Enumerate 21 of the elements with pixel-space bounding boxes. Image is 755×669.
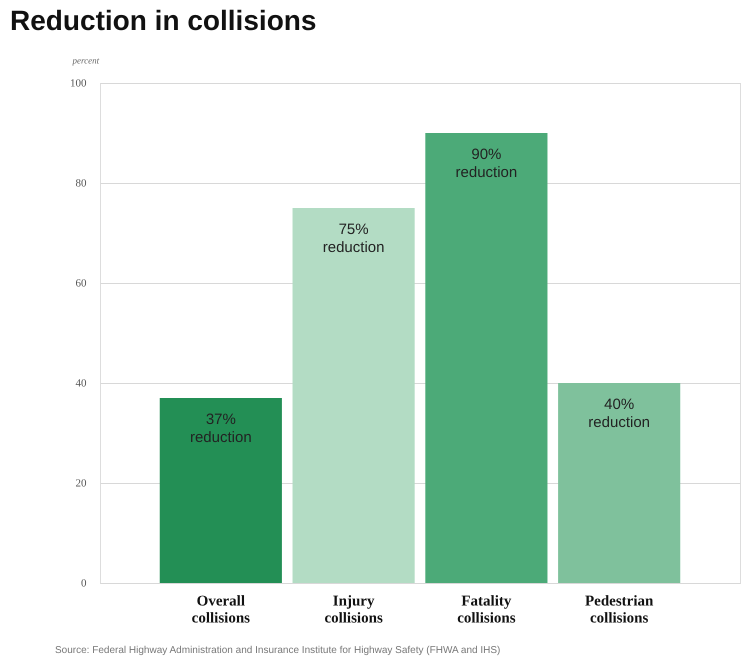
- data-label: 75% reduction: [322, 221, 384, 256]
- x-tick-label: Fatality collisions: [457, 594, 516, 626]
- bar: [425, 133, 548, 583]
- data-label: 37% reduction: [190, 411, 252, 446]
- y-tick-label: 20: [76, 478, 87, 490]
- bar: [292, 208, 415, 583]
- x-tick-label: Injury collisions: [324, 594, 383, 626]
- y-tick-label: 80: [76, 178, 87, 190]
- chart-title: Reduction in collisions: [10, 5, 316, 36]
- y-axis-title: percent: [72, 56, 100, 66]
- y-tick-label: 40: [76, 378, 87, 390]
- y-tick-label: 60: [76, 278, 87, 290]
- y-tick-label: 100: [70, 78, 87, 90]
- y-tick-label: 0: [81, 578, 87, 590]
- source-note: Source: Federal Highway Administration and Insurance Institute for Highway Safety (FHWA and IHS): [55, 645, 500, 656]
- x-tick-label: Pedestrian collisions: [585, 594, 654, 626]
- data-label: 90% reduction: [456, 146, 518, 181]
- data-label: 40% reduction: [588, 396, 650, 431]
- bar: [558, 383, 680, 583]
- bar: [160, 398, 282, 583]
- x-tick-label: Overall collisions: [192, 594, 250, 626]
